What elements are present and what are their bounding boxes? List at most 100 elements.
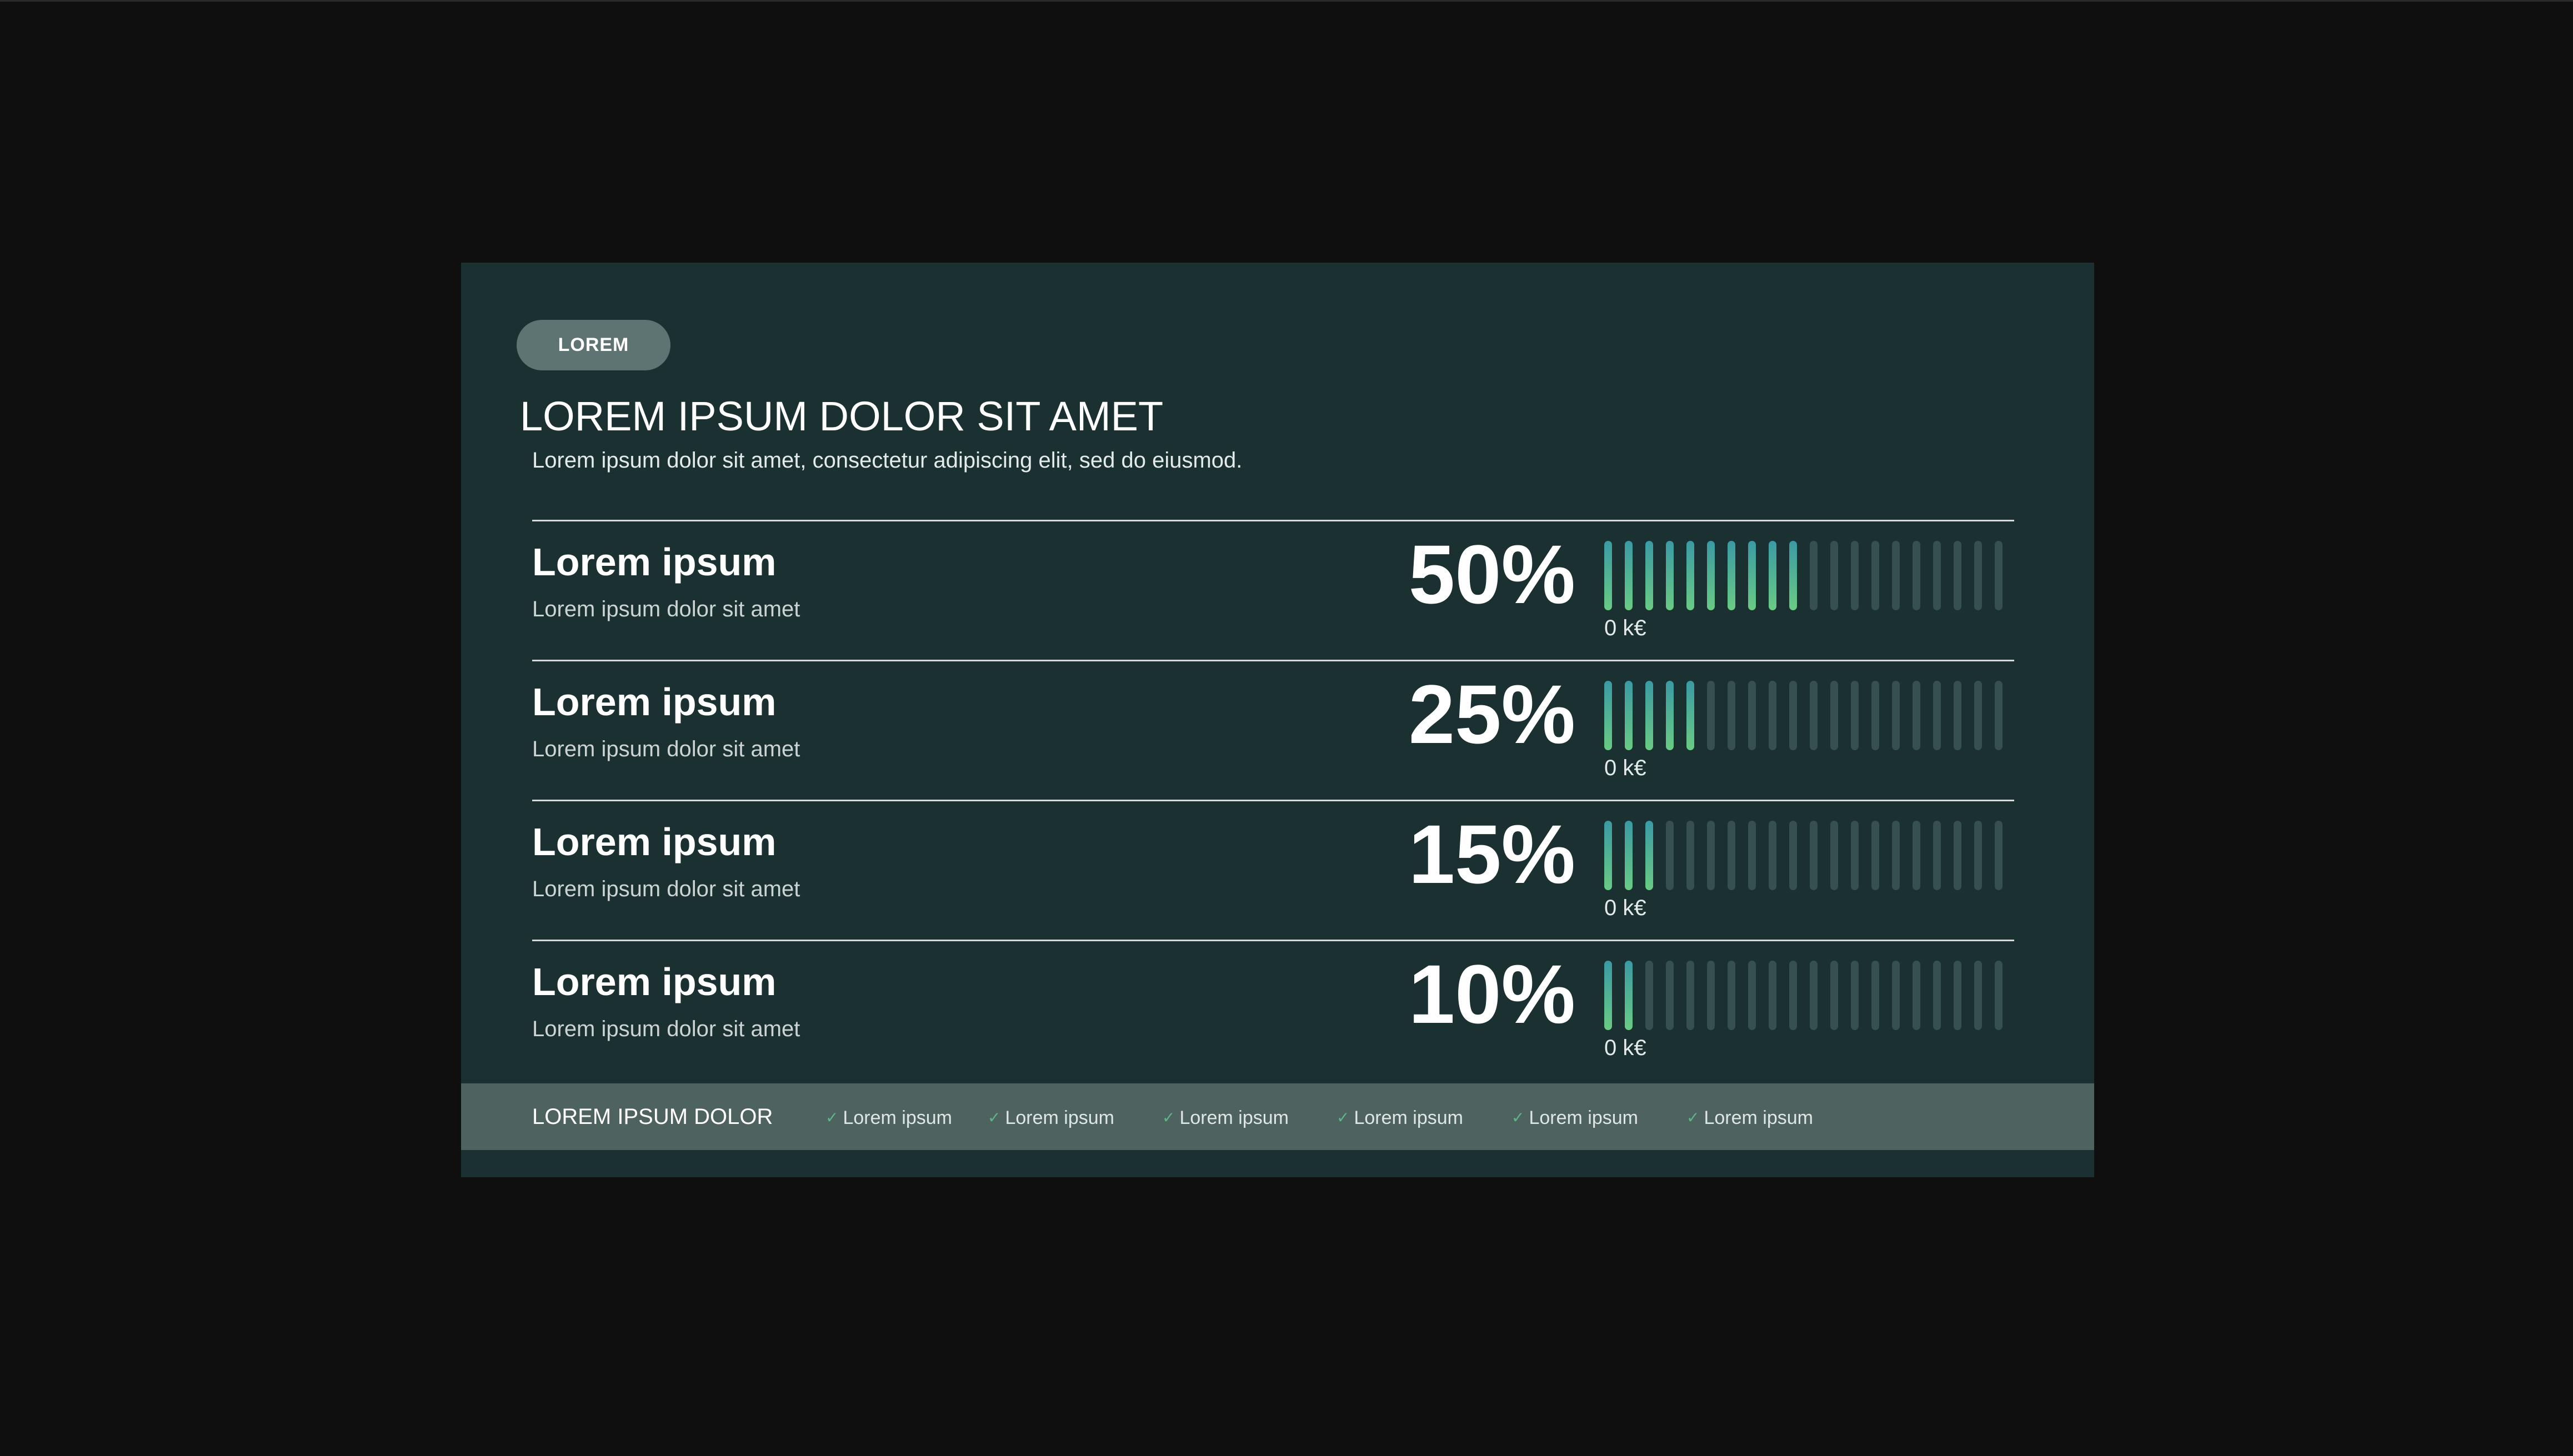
metric-label: Lorem ipsum (532, 540, 777, 584)
footer-feature-label: Lorem ipsum (1005, 1107, 1114, 1128)
infographic-card: LOREM LOREM IPSUM DOLOR SIT AMET Lorem i… (461, 263, 2094, 1177)
bar-segment-empty (1830, 681, 1838, 750)
bar-segment-empty (1892, 541, 1900, 610)
bar-segment-filled (1789, 541, 1797, 610)
bar-segment-empty (1913, 681, 1920, 750)
bar-segment-filled (1686, 681, 1694, 750)
bar-segment-filled (1686, 541, 1694, 610)
bar-segment-empty (1974, 681, 1982, 750)
bar-segment-empty (1830, 821, 1838, 890)
bar-segment-empty (1933, 681, 1941, 750)
bar-segment-filled (1604, 541, 1612, 610)
bar-segment-empty (1974, 821, 1982, 890)
bar-segment-filled (1604, 821, 1612, 890)
bar-segment-filled (1748, 541, 1756, 610)
footer-feature-label: Lorem ipsum (1704, 1107, 1813, 1128)
footer-bar: LOREM IPSUM DOLOR ✓ Lorem ipsum ✓ Lorem ip… (461, 1083, 2094, 1150)
bar-segment-empty (1933, 541, 1941, 610)
bar-segment-filled (1604, 961, 1612, 1030)
bar-segment-empty (1851, 681, 1859, 750)
footer-feature-item: ✓ Lorem ipsum (1511, 1083, 1638, 1150)
bar-segment-empty (1892, 961, 1900, 1030)
bar-segment-empty (1933, 961, 1941, 1030)
bar-segment-empty (1810, 821, 1818, 890)
footer-feature-label: Lorem ipsum (1354, 1107, 1463, 1128)
metric-percent: 50% (1408, 528, 1575, 621)
page-title: LOREM IPSUM DOLOR SIT AMET (520, 393, 1164, 439)
bar-segment-filled (1728, 541, 1735, 610)
bar-segment-empty (1851, 541, 1859, 610)
bar-segment-empty (1954, 681, 1961, 750)
bar-segment-empty (1666, 821, 1674, 890)
bar-segment-empty (1789, 821, 1797, 890)
bar-segment-empty (1728, 681, 1735, 750)
bar-segment-empty (1933, 821, 1941, 890)
footer-feature-label: Lorem ipsum (843, 1107, 952, 1128)
check-icon: ✓ (1162, 1108, 1175, 1127)
bar-segment-filled (1645, 681, 1653, 750)
bar-segment-empty (1892, 681, 1900, 750)
metric-amount: 0 k€ (1604, 1036, 1646, 1060)
bar-segment-empty (1810, 961, 1818, 1030)
bar-segment-empty (1995, 961, 2003, 1030)
bar-segment-empty (1769, 821, 1776, 890)
bar-segment-empty (1954, 821, 1961, 890)
check-icon: ✓ (1686, 1108, 1700, 1127)
bar-segment-empty (1974, 541, 1982, 610)
bar-segment-empty (1769, 681, 1776, 750)
bar-segment-empty (1995, 681, 2003, 750)
bar-segment-empty (1666, 961, 1674, 1030)
metric-label: Lorem ipsum (532, 680, 777, 724)
bar-segment-empty (1913, 961, 1920, 1030)
metric-row: Lorem ipsum Lorem ipsum dolor sit amet 1… (532, 940, 2014, 1080)
bar-segment-empty (1769, 961, 1776, 1030)
bar-segment-empty (1789, 961, 1797, 1030)
bar-segment-empty (1810, 681, 1818, 750)
bar-segment-empty (1871, 821, 1879, 890)
bar-segment-filled (1604, 681, 1612, 750)
check-icon: ✓ (1336, 1108, 1350, 1127)
bar-segment-filled (1707, 541, 1715, 610)
bar-segment-empty (1871, 541, 1879, 610)
bar-segment-empty (1913, 541, 1920, 610)
footer-feature-item: ✓ Lorem ipsum (1336, 1083, 1463, 1150)
metric-percent: 15% (1408, 807, 1575, 901)
footer-feature-item: ✓ Lorem ipsum (1686, 1083, 1813, 1150)
bar-segment-empty (1810, 541, 1818, 610)
metric-row: Lorem ipsum Lorem ipsum dolor sit amet 2… (532, 660, 2014, 800)
bar-segment-filled (1666, 541, 1674, 610)
bar-segment-empty (1645, 961, 1653, 1030)
bar-segment-filled (1625, 541, 1633, 610)
bar-segment-empty (1728, 961, 1735, 1030)
metric-percent: 25% (1408, 667, 1575, 761)
bar-segment-filled (1625, 961, 1633, 1030)
bar-segment-filled (1645, 541, 1653, 610)
bar-segment-filled (1769, 541, 1776, 610)
bar-segment-empty (1892, 821, 1900, 890)
bar-segment-empty (1707, 961, 1715, 1030)
bar-segment-empty (1686, 821, 1694, 890)
check-icon: ✓ (988, 1108, 1001, 1127)
bar-segment-empty (1871, 681, 1879, 750)
bar-segment-empty (1830, 961, 1838, 1030)
bar-segment-empty (1830, 541, 1838, 610)
bar-segment-empty (1871, 961, 1879, 1030)
bar-segment-empty (1851, 821, 1859, 890)
metric-description: Lorem ipsum dolor sit amet (532, 597, 800, 621)
frame-top-line (0, 0, 2573, 2)
metric-label: Lorem ipsum (532, 960, 777, 1003)
metric-bar-meter (1604, 681, 2015, 750)
metric-percent: 10% (1408, 947, 1575, 1041)
page-subtitle: Lorem ipsum dolor sit amet, consectetur … (532, 448, 1243, 473)
bar-segment-filled (1645, 821, 1653, 890)
metric-description: Lorem ipsum dolor sit amet (532, 1017, 800, 1041)
metric-row: Lorem ipsum Lorem ipsum dolor sit amet 1… (532, 800, 2014, 940)
bar-segment-empty (1686, 961, 1694, 1030)
footer-feature-label: Lorem ipsum (1529, 1107, 1638, 1128)
metric-amount: 0 k€ (1604, 616, 1646, 640)
metric-bar-meter (1604, 821, 2015, 890)
footer-label: LOREM IPSUM DOLOR (532, 1104, 773, 1129)
bar-segment-empty (1954, 541, 1961, 610)
bar-segment-empty (1954, 961, 1961, 1030)
footer-feature-item: ✓ Lorem ipsum (1162, 1083, 1289, 1150)
